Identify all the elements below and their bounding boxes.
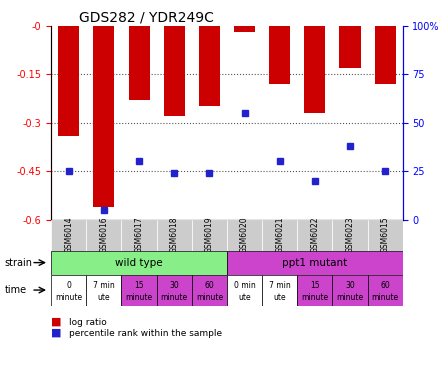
Bar [121, 220, 157, 251]
Bar [297, 220, 332, 251]
Text: GSM6016: GSM6016 [99, 217, 109, 254]
Bar [192, 220, 227, 251]
Text: ute: ute [238, 293, 251, 302]
Bar [129, 26, 150, 100]
Text: 60: 60 [205, 281, 214, 290]
Text: 0: 0 [66, 281, 71, 290]
Bar [157, 220, 192, 251]
Text: GSM6022: GSM6022 [310, 217, 320, 253]
Bar [234, 26, 255, 32]
Text: 0 min: 0 min [234, 281, 255, 290]
Bar [157, 274, 192, 306]
Text: percentile rank within the sample: percentile rank within the sample [69, 329, 222, 337]
Text: ■: ■ [51, 317, 62, 327]
Text: GSM6019: GSM6019 [205, 217, 214, 254]
Text: minute: minute [55, 293, 82, 302]
Bar [332, 274, 368, 306]
Bar [269, 26, 290, 84]
Text: 7 min: 7 min [93, 281, 115, 290]
Text: minute: minute [161, 293, 188, 302]
Text: minute: minute [125, 293, 153, 302]
Bar [192, 274, 227, 306]
Text: minute: minute [301, 293, 328, 302]
Text: strain: strain [4, 258, 32, 268]
Text: GSM6023: GSM6023 [345, 217, 355, 254]
Text: ute: ute [97, 293, 110, 302]
Text: minute: minute [196, 293, 223, 302]
Bar [297, 274, 332, 306]
Bar [227, 220, 262, 251]
Text: GSM6021: GSM6021 [275, 217, 284, 253]
Bar [340, 26, 360, 68]
Bar [58, 26, 79, 135]
Bar [375, 26, 396, 84]
Text: wild type: wild type [115, 258, 163, 268]
Bar [51, 220, 86, 251]
Bar [262, 274, 297, 306]
Bar [227, 251, 403, 274]
Text: GSM6015: GSM6015 [380, 217, 390, 254]
Bar [304, 26, 325, 113]
Text: minute: minute [336, 293, 364, 302]
Text: ute: ute [273, 293, 286, 302]
Bar [86, 220, 121, 251]
Text: 60: 60 [380, 281, 390, 290]
Bar [262, 220, 297, 251]
Text: 30: 30 [170, 281, 179, 290]
Text: 30: 30 [345, 281, 355, 290]
Text: GSM6017: GSM6017 [134, 217, 144, 254]
Bar [93, 26, 114, 207]
Text: GSM6020: GSM6020 [240, 217, 249, 254]
Bar [164, 26, 185, 116]
Bar [51, 251, 227, 274]
Bar [332, 220, 368, 251]
Text: ■: ■ [51, 328, 62, 338]
Text: 7 min: 7 min [269, 281, 291, 290]
Bar [368, 274, 403, 306]
Bar [227, 274, 262, 306]
Bar [121, 274, 157, 306]
Text: 15: 15 [134, 281, 144, 290]
Text: GSM6018: GSM6018 [170, 217, 179, 253]
Bar [199, 26, 220, 107]
Text: time: time [4, 285, 27, 295]
Text: log ratio: log ratio [69, 318, 107, 326]
Bar [86, 274, 121, 306]
Text: GSM6014: GSM6014 [64, 217, 73, 254]
Text: 15: 15 [310, 281, 320, 290]
Bar [51, 274, 86, 306]
Text: ppt1 mutant: ppt1 mutant [282, 258, 348, 268]
Bar [368, 220, 403, 251]
Text: minute: minute [372, 293, 399, 302]
Text: GDS282 / YDR249C: GDS282 / YDR249C [79, 11, 214, 25]
